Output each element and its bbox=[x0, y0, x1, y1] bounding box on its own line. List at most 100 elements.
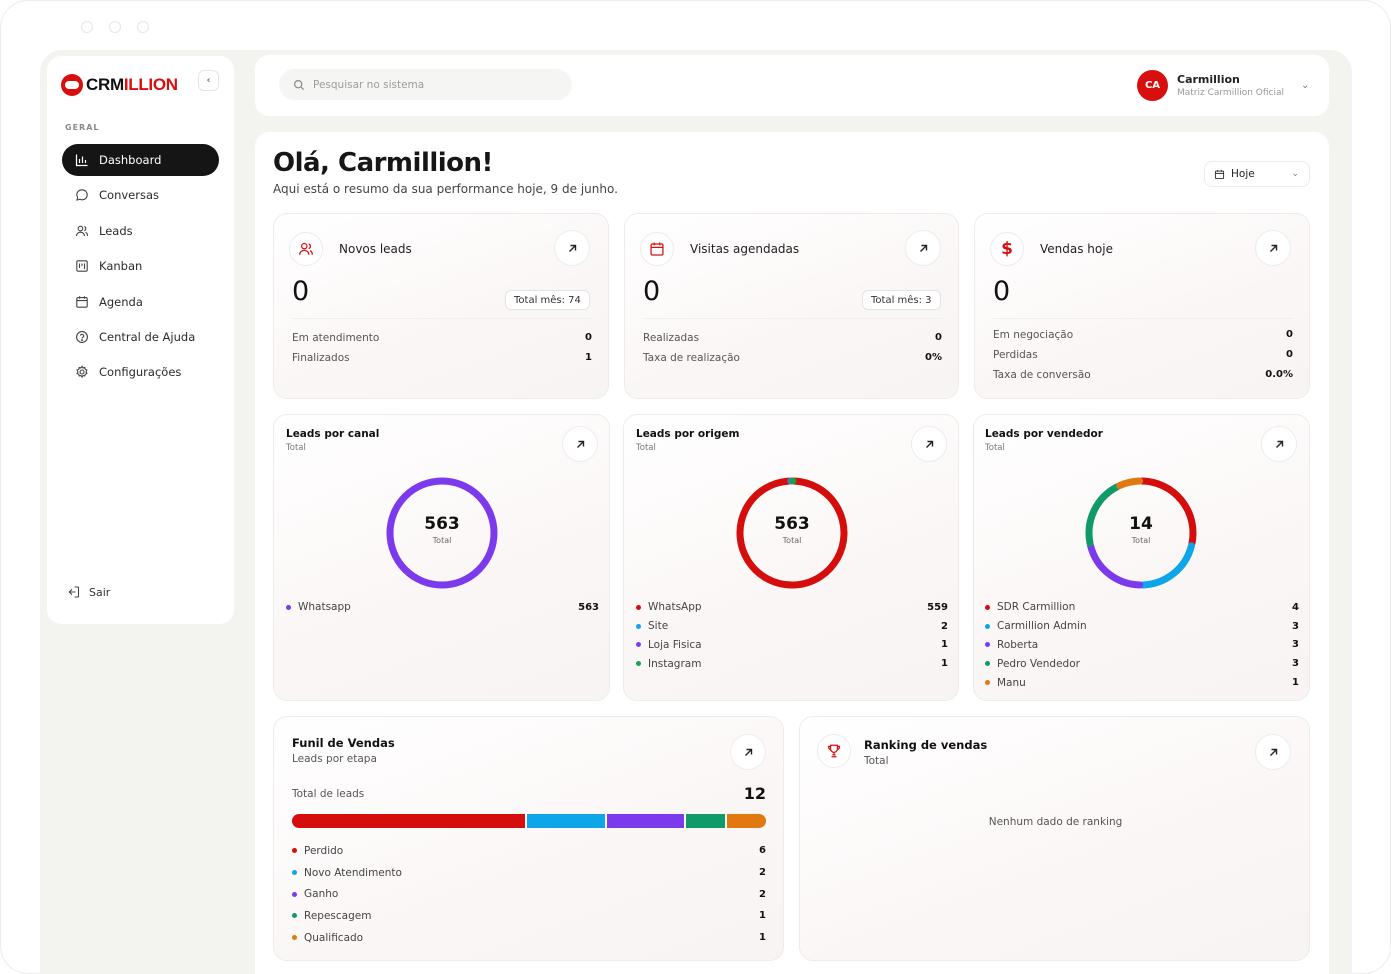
donut-total-label: Total bbox=[432, 536, 452, 545]
legend-label: Perdido bbox=[304, 844, 344, 857]
donut-segment[interactable] bbox=[386, 477, 498, 589]
legend-swatch bbox=[636, 661, 641, 667]
sidebar-item-leads[interactable]: Leads bbox=[62, 215, 219, 247]
period-value: Hoje bbox=[1231, 168, 1255, 180]
nav-section-label: GERAL bbox=[65, 123, 100, 132]
funnel-subtitle: Leads por etapa bbox=[292, 753, 377, 765]
legend-swatch bbox=[985, 604, 990, 610]
open-details-button[interactable] bbox=[554, 230, 590, 266]
donut-center: 14 Total bbox=[1081, 514, 1201, 545]
funnel-total-label: Total de leads bbox=[292, 787, 365, 800]
donut-center: 563 Total bbox=[382, 514, 502, 545]
open-details-button[interactable] bbox=[1261, 426, 1297, 462]
chart-card-leads-by-origin: Leads por origem Total 563 Total WhatsAp… bbox=[623, 414, 959, 701]
open-details-button[interactable] bbox=[730, 734, 766, 770]
period-select[interactable]: Hoje ⌄ bbox=[1204, 161, 1310, 187]
kanban-icon bbox=[76, 260, 88, 272]
stat-title: Novos leads bbox=[339, 242, 412, 256]
legend-item: Site 2 bbox=[636, 617, 948, 636]
legend-value: 2 bbox=[941, 620, 948, 632]
funnel-legend: Perdido 6 Novo Atendimento 2 Ganho 2 Repescage… bbox=[292, 840, 766, 948]
funnel-segment[interactable] bbox=[292, 814, 525, 828]
funnel-segment[interactable] bbox=[527, 814, 605, 828]
sidebar-item-conversas[interactable]: Conversas bbox=[62, 179, 219, 211]
chart-title: Leads por canal bbox=[286, 428, 380, 440]
logo[interactable]: CRMILLION bbox=[61, 74, 178, 96]
open-details-button[interactable] bbox=[1255, 230, 1291, 266]
divider bbox=[643, 318, 942, 319]
legend-label: Ganho bbox=[304, 888, 339, 901]
donut-segment[interactable] bbox=[1087, 542, 1144, 589]
stat-row-value: 0 bbox=[1286, 329, 1293, 340]
sidebar-item-label: Leads bbox=[99, 223, 133, 238]
legend-label: SDR Carmillion bbox=[997, 601, 1076, 614]
arrow-up-right-icon bbox=[576, 440, 584, 448]
sidebar-item-kanban[interactable]: Kanban bbox=[62, 250, 219, 282]
funnel-segment[interactable] bbox=[606, 814, 685, 828]
ranking-empty-message: Nenhum dado de ranking bbox=[988, 816, 1123, 828]
stat-row-label: Finalizados bbox=[292, 352, 350, 364]
ranking-title: Ranking de vendas bbox=[864, 738, 988, 752]
donut-chart[interactable] bbox=[382, 473, 502, 593]
legend-label: Carmillion Admin bbox=[997, 620, 1087, 633]
donut-segment[interactable] bbox=[1116, 477, 1144, 490]
legend-swatch bbox=[292, 891, 297, 897]
search-icon bbox=[293, 79, 305, 90]
legend-swatch bbox=[985, 680, 990, 686]
sidebar-item-dashboard[interactable]: Dashboard bbox=[62, 144, 219, 176]
legend-swatch bbox=[292, 913, 297, 919]
logout-label: Sair bbox=[89, 585, 111, 599]
user-org: Matriz Carmillion Oficial bbox=[1177, 88, 1284, 98]
open-details-button[interactable] bbox=[562, 426, 598, 462]
legend-item: WhatsApp 559 bbox=[636, 598, 948, 617]
sidebar-item-configuracoes[interactable]: Configurações bbox=[62, 356, 219, 388]
stat-row: Perdidas 0 bbox=[993, 349, 1293, 361]
funnel-bar[interactable] bbox=[292, 814, 766, 828]
open-details-button[interactable] bbox=[905, 230, 941, 266]
search-box[interactable] bbox=[279, 69, 572, 100]
sidebar-item-central-de-ajuda[interactable]: Central de Ajuda bbox=[62, 321, 219, 353]
chart-subtitle: Total bbox=[636, 443, 656, 453]
users-icon bbox=[289, 232, 323, 266]
legend-label: Novo Atendimento bbox=[304, 866, 402, 879]
legend-value: 1 bbox=[941, 658, 948, 670]
funnel-segment[interactable] bbox=[727, 814, 766, 828]
user-menu[interactable]: CA Carmillion Matriz Carmillion Oficial … bbox=[1137, 70, 1309, 101]
sidebar-item-label: Agenda bbox=[99, 294, 143, 309]
donut-segment[interactable] bbox=[1138, 542, 1195, 589]
stat-row-label: Em negociação bbox=[993, 329, 1074, 341]
legend-item: Novo Atendimento 2 bbox=[292, 862, 766, 884]
calendar-icon bbox=[1214, 169, 1225, 179]
legend-swatch bbox=[985, 623, 990, 629]
stat-title: Visitas agendadas bbox=[690, 242, 800, 256]
legend-label: Instagram bbox=[648, 657, 702, 670]
funnel-title: Funil de Vendas bbox=[292, 736, 395, 750]
search-input[interactable] bbox=[313, 78, 553, 91]
legend-value: 4 bbox=[1292, 601, 1299, 613]
dollar-icon: $ bbox=[990, 232, 1024, 266]
legend-value: 2 bbox=[759, 888, 766, 900]
arrow-up-right-icon bbox=[568, 244, 576, 252]
sidebar-item-label: Kanban bbox=[99, 259, 143, 274]
legend-item: SDR Carmillion 4 bbox=[985, 598, 1299, 617]
collapse-sidebar-button[interactable]: ‹ bbox=[198, 70, 219, 91]
sales-ranking-card: Ranking de vendas Total Nenhum dado de r… bbox=[799, 716, 1310, 961]
legend-item: Roberta 3 bbox=[985, 636, 1299, 655]
donut-segment[interactable] bbox=[1085, 483, 1121, 547]
open-details-button[interactable] bbox=[911, 426, 947, 462]
donut-chart[interactable] bbox=[732, 473, 852, 593]
sidebar-item-label: Dashboard bbox=[99, 153, 162, 167]
chat-bubble-icon bbox=[76, 189, 88, 202]
stat-value: 0 bbox=[993, 276, 1011, 307]
donut-chart[interactable] bbox=[1081, 473, 1201, 593]
legend-value: 1 bbox=[941, 639, 948, 651]
donut-segment[interactable] bbox=[1138, 477, 1197, 547]
open-details-button[interactable] bbox=[1255, 734, 1291, 770]
logout-button[interactable]: Sair bbox=[66, 585, 110, 599]
window-dot-icon bbox=[109, 21, 121, 33]
donut-segment[interactable] bbox=[736, 477, 848, 589]
sidebar: CRMILLION ‹ GERAL Dashboard Conversas Le… bbox=[47, 56, 234, 624]
funnel-segment[interactable] bbox=[686, 814, 726, 828]
legend-swatch bbox=[292, 848, 297, 854]
sidebar-item-agenda[interactable]: Agenda bbox=[62, 286, 219, 318]
